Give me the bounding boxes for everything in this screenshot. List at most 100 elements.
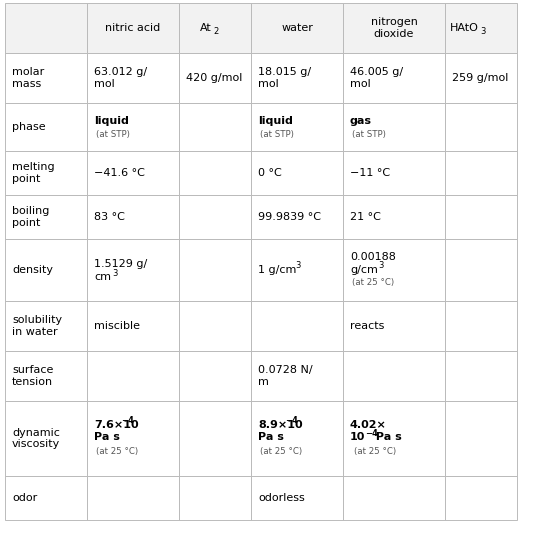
Text: (at STP): (at STP) bbox=[352, 130, 386, 139]
Text: gas: gas bbox=[350, 116, 372, 126]
Text: 63.012 g/
mol: 63.012 g/ mol bbox=[94, 67, 147, 89]
Text: −4: −4 bbox=[365, 429, 378, 438]
Bar bbox=[5, 53, 87, 103]
Text: 21 °C: 21 °C bbox=[350, 212, 381, 222]
Text: density: density bbox=[12, 265, 53, 275]
Bar bbox=[5, 301, 87, 351]
Bar bbox=[251, 301, 343, 351]
Bar bbox=[445, 401, 517, 476]
Bar bbox=[343, 351, 445, 401]
Bar bbox=[5, 3, 87, 53]
Bar bbox=[179, 239, 251, 301]
Bar bbox=[5, 195, 87, 239]
Bar bbox=[179, 195, 251, 239]
Text: 4.02×: 4.02× bbox=[350, 420, 387, 429]
Text: 3: 3 bbox=[112, 270, 118, 279]
Bar bbox=[87, 239, 179, 301]
Text: 3: 3 bbox=[295, 262, 300, 271]
Text: −41.6 °C: −41.6 °C bbox=[94, 168, 145, 178]
Bar bbox=[87, 195, 179, 239]
Bar bbox=[343, 401, 445, 476]
Bar bbox=[179, 301, 251, 351]
Bar bbox=[343, 53, 445, 103]
Text: reacts: reacts bbox=[350, 321, 385, 331]
Text: Pa s: Pa s bbox=[258, 433, 284, 443]
Text: surface
tension: surface tension bbox=[12, 365, 53, 387]
Text: odor: odor bbox=[12, 493, 37, 503]
Text: molar
mass: molar mass bbox=[12, 67, 44, 89]
Text: 46.005 g/
mol: 46.005 g/ mol bbox=[350, 67, 403, 89]
Text: (at STP): (at STP) bbox=[96, 130, 130, 139]
Text: nitrogen
dioxide: nitrogen dioxide bbox=[370, 17, 417, 39]
Text: odorless: odorless bbox=[258, 493, 305, 503]
Text: −4: −4 bbox=[285, 416, 298, 425]
Bar bbox=[445, 239, 517, 301]
Text: HAtO: HAtO bbox=[450, 23, 479, 33]
Bar bbox=[445, 103, 517, 151]
Text: 7.6×10: 7.6×10 bbox=[94, 420, 139, 429]
Text: miscible: miscible bbox=[94, 321, 140, 331]
Bar bbox=[445, 351, 517, 401]
Bar bbox=[343, 239, 445, 301]
Bar bbox=[5, 476, 87, 520]
Text: (at 25 °C): (at 25 °C) bbox=[96, 447, 138, 456]
Bar bbox=[5, 401, 87, 476]
Bar bbox=[251, 239, 343, 301]
Text: (at STP): (at STP) bbox=[260, 130, 294, 139]
Text: 420 g/mol: 420 g/mol bbox=[186, 73, 243, 83]
Text: 8.9×10: 8.9×10 bbox=[258, 420, 302, 429]
Bar bbox=[5, 151, 87, 195]
Text: 1.5129 g/: 1.5129 g/ bbox=[94, 259, 147, 269]
Bar bbox=[87, 53, 179, 103]
Text: cm: cm bbox=[94, 272, 111, 282]
Text: (at 25 °C): (at 25 °C) bbox=[354, 447, 396, 456]
Bar bbox=[87, 401, 179, 476]
Text: −11 °C: −11 °C bbox=[350, 168, 390, 178]
Bar bbox=[87, 151, 179, 195]
Text: nitric acid: nitric acid bbox=[106, 23, 160, 33]
Bar bbox=[251, 476, 343, 520]
Bar bbox=[5, 3, 517, 53]
Text: 99.9839 °C: 99.9839 °C bbox=[258, 212, 321, 222]
Bar bbox=[343, 3, 445, 53]
Bar bbox=[87, 476, 179, 520]
Bar bbox=[445, 195, 517, 239]
Text: 0.00188: 0.00188 bbox=[350, 252, 396, 262]
Bar bbox=[251, 53, 343, 103]
Bar bbox=[87, 301, 179, 351]
Text: 1 g/cm: 1 g/cm bbox=[258, 265, 296, 275]
Text: 2: 2 bbox=[213, 27, 218, 35]
Bar bbox=[5, 103, 87, 151]
Text: At: At bbox=[200, 23, 212, 33]
Bar bbox=[179, 53, 251, 103]
Bar bbox=[87, 3, 179, 53]
Bar bbox=[343, 151, 445, 195]
Bar bbox=[179, 351, 251, 401]
Text: 18.015 g/
mol: 18.015 g/ mol bbox=[258, 67, 311, 89]
Text: liquid: liquid bbox=[258, 116, 293, 126]
Bar bbox=[445, 3, 517, 53]
Bar bbox=[251, 351, 343, 401]
Bar bbox=[343, 301, 445, 351]
Bar bbox=[179, 401, 251, 476]
Text: g/cm: g/cm bbox=[350, 265, 378, 275]
Bar bbox=[251, 103, 343, 151]
Text: (at 25 °C): (at 25 °C) bbox=[260, 447, 302, 456]
Bar bbox=[179, 151, 251, 195]
Bar bbox=[251, 151, 343, 195]
Text: 3: 3 bbox=[378, 262, 384, 271]
Text: 10: 10 bbox=[350, 433, 366, 443]
Bar bbox=[179, 3, 251, 53]
Bar bbox=[251, 3, 343, 53]
Bar bbox=[179, 476, 251, 520]
Text: liquid: liquid bbox=[94, 116, 129, 126]
Text: 259 g/mol: 259 g/mol bbox=[452, 73, 509, 83]
Text: Pa s: Pa s bbox=[372, 433, 402, 443]
Bar bbox=[445, 151, 517, 195]
Bar bbox=[5, 351, 87, 401]
Text: 83 °C: 83 °C bbox=[94, 212, 125, 222]
Text: solubility
in water: solubility in water bbox=[12, 315, 62, 337]
Text: −4: −4 bbox=[121, 416, 134, 425]
Bar bbox=[343, 195, 445, 239]
Text: boiling
point: boiling point bbox=[12, 206, 50, 228]
